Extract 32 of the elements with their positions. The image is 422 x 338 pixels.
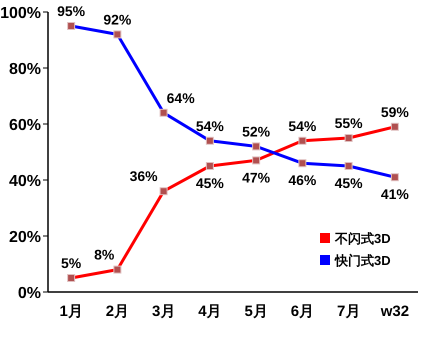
x-tick-label: 4月 bbox=[198, 303, 222, 320]
data-label: 92% bbox=[103, 11, 132, 28]
data-label: 95% bbox=[57, 3, 86, 19]
x-tick-label: 1月 bbox=[59, 303, 83, 320]
data-label: 46% bbox=[288, 172, 317, 188]
data-label: 64% bbox=[166, 90, 196, 106]
data-label: 54% bbox=[196, 118, 224, 134]
y-tick-label: 60% bbox=[8, 117, 41, 134]
x-tick-label: w32 bbox=[380, 303, 410, 320]
y-tick-label: 20% bbox=[8, 229, 41, 246]
data-label: 36% bbox=[130, 168, 158, 184]
data-label: 47% bbox=[242, 169, 271, 186]
data-label: 52% bbox=[242, 123, 271, 140]
legend-label: 快门式3D bbox=[334, 253, 391, 268]
data-label: 55% bbox=[334, 115, 364, 131]
y-tick-label: 40% bbox=[8, 173, 41, 190]
legend-label: 不闪式3D bbox=[334, 231, 391, 246]
y-tick-label: 100% bbox=[0, 5, 41, 22]
x-tick-label: 2月 bbox=[106, 303, 130, 320]
data-label: 41% bbox=[380, 186, 410, 202]
data-label: 59% bbox=[380, 104, 410, 120]
x-tick-label: 7月 bbox=[336, 303, 360, 320]
data-label: 45% bbox=[334, 175, 364, 191]
x-tick-label: 6月 bbox=[290, 303, 314, 320]
x-tick-label: 5月 bbox=[244, 303, 268, 320]
data-label: 8% bbox=[94, 246, 115, 263]
x-tick-label: 3月 bbox=[152, 303, 176, 320]
data-label: 54% bbox=[288, 118, 317, 134]
data-label: 5% bbox=[61, 255, 82, 271]
data-label: 45% bbox=[196, 175, 224, 191]
y-tick-label: 0% bbox=[18, 285, 41, 302]
y-tick-label: 80% bbox=[8, 61, 41, 78]
